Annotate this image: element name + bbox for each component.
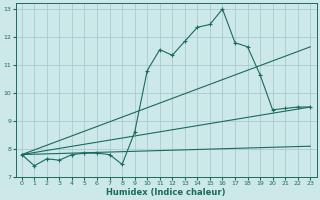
X-axis label: Humidex (Indice chaleur): Humidex (Indice chaleur): [106, 188, 226, 197]
